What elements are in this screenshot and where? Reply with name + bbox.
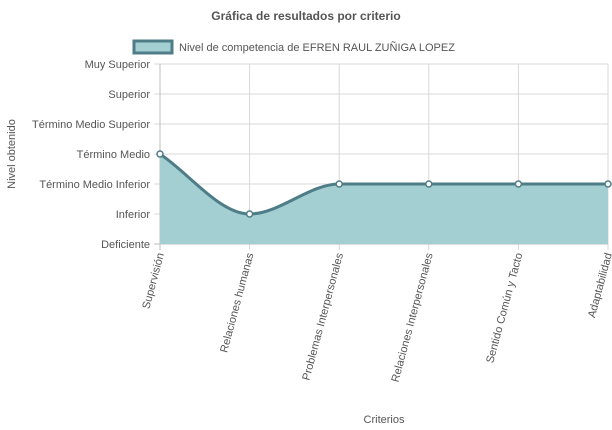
y-tick-label: Término Medio — [77, 149, 150, 161]
y-tick-label: Término Medio Inferior — [39, 179, 150, 191]
data-point[interactable] — [156, 150, 164, 158]
x-tick-label: Adaptabilidad — [586, 252, 612, 320]
x-tick-label: Relaciones Interpersonales — [390, 251, 436, 383]
data-point[interactable] — [245, 210, 254, 218]
x-axis-ticks: Supervisión Relaciones humanas Problemas I… — [140, 251, 612, 383]
series-line — [159, 152, 608, 216]
plot-area — [156, 150, 612, 244]
x-tick-label: Sentido Común y Tacto — [484, 252, 525, 365]
data-point[interactable] — [604, 180, 612, 188]
y-tick-label: Término Medio Superior — [32, 119, 150, 131]
y-tick-label: Deficiente — [101, 239, 150, 251]
y-tick-label: Superior — [108, 89, 150, 101]
y-axis-ticks: Deficiente Inferior Término Medio Inferior… — [32, 59, 150, 251]
data-point[interactable] — [335, 180, 343, 188]
legend-label: Nivel de competencia de EFREN RAUL ZUÑIG… — [179, 41, 455, 54]
data-point[interactable] — [425, 180, 433, 188]
y-tick-label: Inferior — [116, 209, 151, 221]
x-tick-label: Problemas Interpersonales — [300, 251, 346, 382]
legend[interactable]: Nivel de competencia de EFREN RAUL ZUÑIG… — [132, 39, 455, 55]
data-point[interactable] — [514, 180, 523, 188]
x-axis-title: Criterios — [364, 414, 405, 426]
series-area-fill — [160, 154, 608, 244]
legend-swatch — [132, 39, 174, 55]
y-axis-title: Nivel obtenido — [6, 119, 18, 189]
x-tick-label: Relaciones humanas — [218, 251, 256, 354]
x-tick-label: Supervisión — [140, 252, 166, 311]
chart-title: Gráfica de resultados por criterio — [211, 9, 400, 23]
y-tick-label: Muy Superior — [85, 59, 151, 71]
